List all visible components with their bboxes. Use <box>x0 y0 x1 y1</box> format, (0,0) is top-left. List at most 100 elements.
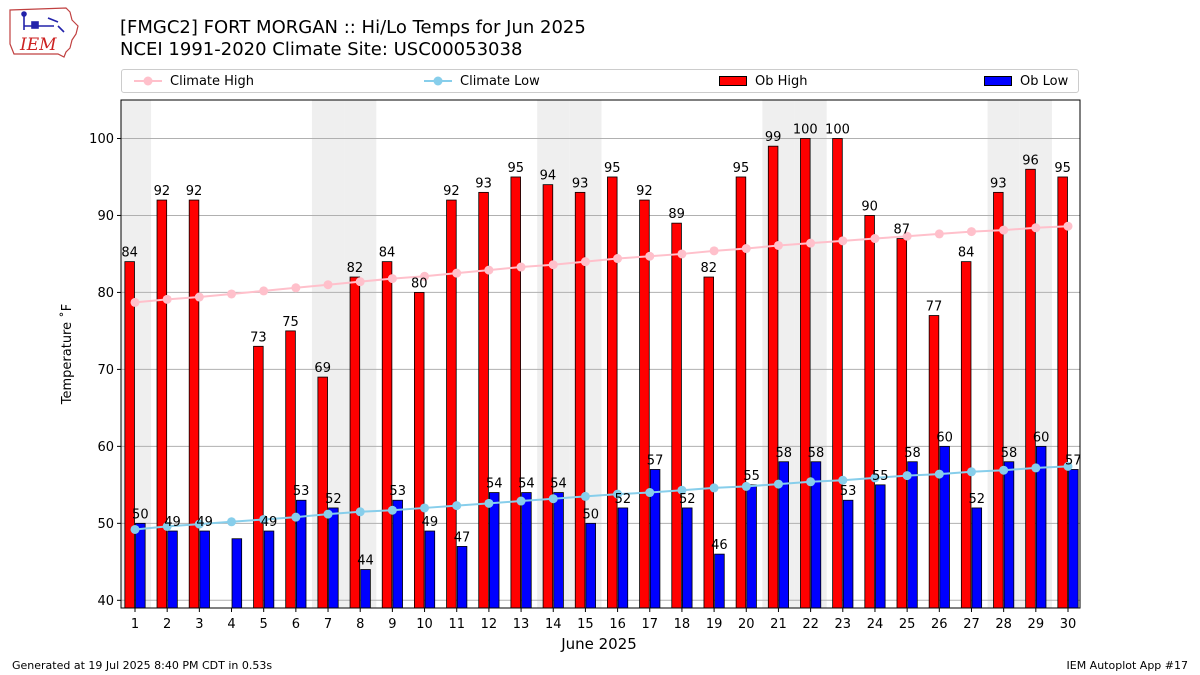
ob-high-label: 100 <box>793 122 818 137</box>
climate-low-point <box>902 471 912 481</box>
climate-low-line <box>134 465 1069 531</box>
ob-high-label: 95 <box>604 161 621 176</box>
ob-high-bar <box>188 199 200 609</box>
ob-low-bar <box>199 530 210 609</box>
climate-high-point <box>259 286 269 296</box>
ob-low-label: 55 <box>872 469 889 484</box>
ob-high-bar <box>671 222 682 609</box>
ob-high-bar <box>413 292 425 609</box>
climate-low-swatch-icon <box>424 76 452 86</box>
y-tick-label: 60 <box>97 440 114 455</box>
shade-day-7 <box>311 100 345 608</box>
climate-low-point <box>259 514 269 524</box>
ob-low-bar <box>1003 461 1015 609</box>
climate-low-point <box>580 491 590 501</box>
ob-high-bar <box>1057 176 1068 609</box>
climate-high-point <box>741 244 751 254</box>
climate-low-point <box>613 489 623 499</box>
x-tick-label: 4 <box>227 617 235 632</box>
climate-low-point <box>387 505 397 515</box>
climate-low-point <box>130 524 140 534</box>
x-tick-label: 28 <box>995 617 1012 632</box>
legend-label-ob-high: Ob High <box>755 73 808 89</box>
x-tick-label: 10 <box>416 617 433 632</box>
x-tick-label: 19 <box>706 617 723 632</box>
ob-high-label: 99 <box>765 130 782 145</box>
ob-high-bar <box>896 238 908 609</box>
ob-low-label: 49 <box>164 515 181 530</box>
climate-low-point <box>355 507 365 517</box>
legend-label-climate-high: Climate High <box>170 73 255 89</box>
x-tick-label: 21 <box>770 617 787 632</box>
ob-low-label: 52 <box>969 492 986 507</box>
y-axis-label: Temperature ˚F <box>59 304 75 405</box>
x-tick-label: 26 <box>931 617 948 632</box>
chart-subtitle: NCEI 1991-2020 Climate Site: USC00053038 <box>120 39 523 60</box>
ob-low-bar <box>682 507 693 609</box>
ob-high-bar <box>639 199 650 609</box>
chart-title: [FMGC2] FORT MORGAN :: Hi/Lo Temps for J… <box>120 17 586 38</box>
climate-low-point <box>645 488 655 498</box>
ob-low-bar <box>456 546 468 609</box>
ob-high-bar <box>1025 168 1036 609</box>
ob-high-bar <box>478 191 489 609</box>
ob-low-bar <box>842 499 854 609</box>
climate-high-point <box>1063 221 1073 231</box>
x-tick-label: 5 <box>260 617 268 632</box>
ob-low-bar <box>263 530 275 609</box>
ob-high-bar <box>446 199 457 609</box>
climate-high-point <box>966 227 976 237</box>
x-tick-label: 20 <box>738 617 755 632</box>
shade-day-29 <box>1019 100 1052 608</box>
climate-low-point <box>516 496 526 506</box>
x-tick-label: 1 <box>131 617 139 632</box>
shade-day-8 <box>344 100 377 608</box>
ob-high-bar <box>960 261 972 609</box>
ob-low-label: 52 <box>679 492 696 507</box>
x-tick-label: 27 <box>963 617 980 632</box>
ob-low-label: 55 <box>743 469 760 484</box>
ob-low-bar <box>971 507 983 609</box>
ob-high-bar <box>574 191 586 609</box>
ob-high-bar <box>285 330 296 609</box>
x-tick-label: 29 <box>1028 617 1045 632</box>
ob-low-swatch-icon <box>984 76 1012 86</box>
ob-low-label: 47 <box>454 530 471 545</box>
x-tick-label: 3 <box>195 617 203 632</box>
ob-low-label: 53 <box>840 484 857 499</box>
shade-day-21 <box>762 100 795 608</box>
ob-low-bar <box>585 522 596 609</box>
ob-low-bar <box>392 499 403 609</box>
ob-low-label: 50 <box>582 507 599 522</box>
legend-item-ob-low: Ob Low <box>984 73 1068 89</box>
plot-frame <box>120 99 1081 609</box>
climate-low-point <box>227 517 237 527</box>
ob-low-label: 54 <box>486 477 503 492</box>
ob-high-label: 95 <box>733 161 750 176</box>
legend: Climate High Climate Low Ob High Ob Low <box>121 69 1079 93</box>
ob-low-label: 57 <box>1065 453 1082 468</box>
climate-high-point <box>323 280 333 290</box>
ob-low-bar <box>553 492 564 609</box>
ob-low-label: 50 <box>132 507 149 522</box>
climate-low-point <box>194 519 204 529</box>
ob-low-bar <box>231 538 243 609</box>
y-tick-label: 90 <box>97 209 114 224</box>
iem-logo: IEM <box>6 4 84 64</box>
ob-high-label: 84 <box>958 246 975 261</box>
legend-item-ob-high: Ob High <box>719 73 808 89</box>
x-tick-label: 9 <box>388 617 396 632</box>
ob-high-label: 94 <box>540 169 557 184</box>
x-tick-label: 23 <box>835 617 852 632</box>
legend-label-ob-low: Ob Low <box>1020 73 1069 89</box>
ob-high-label: 92 <box>443 184 460 199</box>
climate-high-point <box>227 289 237 299</box>
legend-item-climate-low: Climate Low <box>424 73 540 89</box>
ob-high-bar <box>735 176 747 609</box>
ob-high-label: 100 <box>825 122 850 137</box>
ob-high-bar <box>864 215 875 609</box>
logo-text: IEM <box>19 35 57 55</box>
ob-high-bar <box>993 191 1004 609</box>
ob-high-label: 84 <box>121 246 138 261</box>
ob-low-label: 54 <box>518 477 535 492</box>
